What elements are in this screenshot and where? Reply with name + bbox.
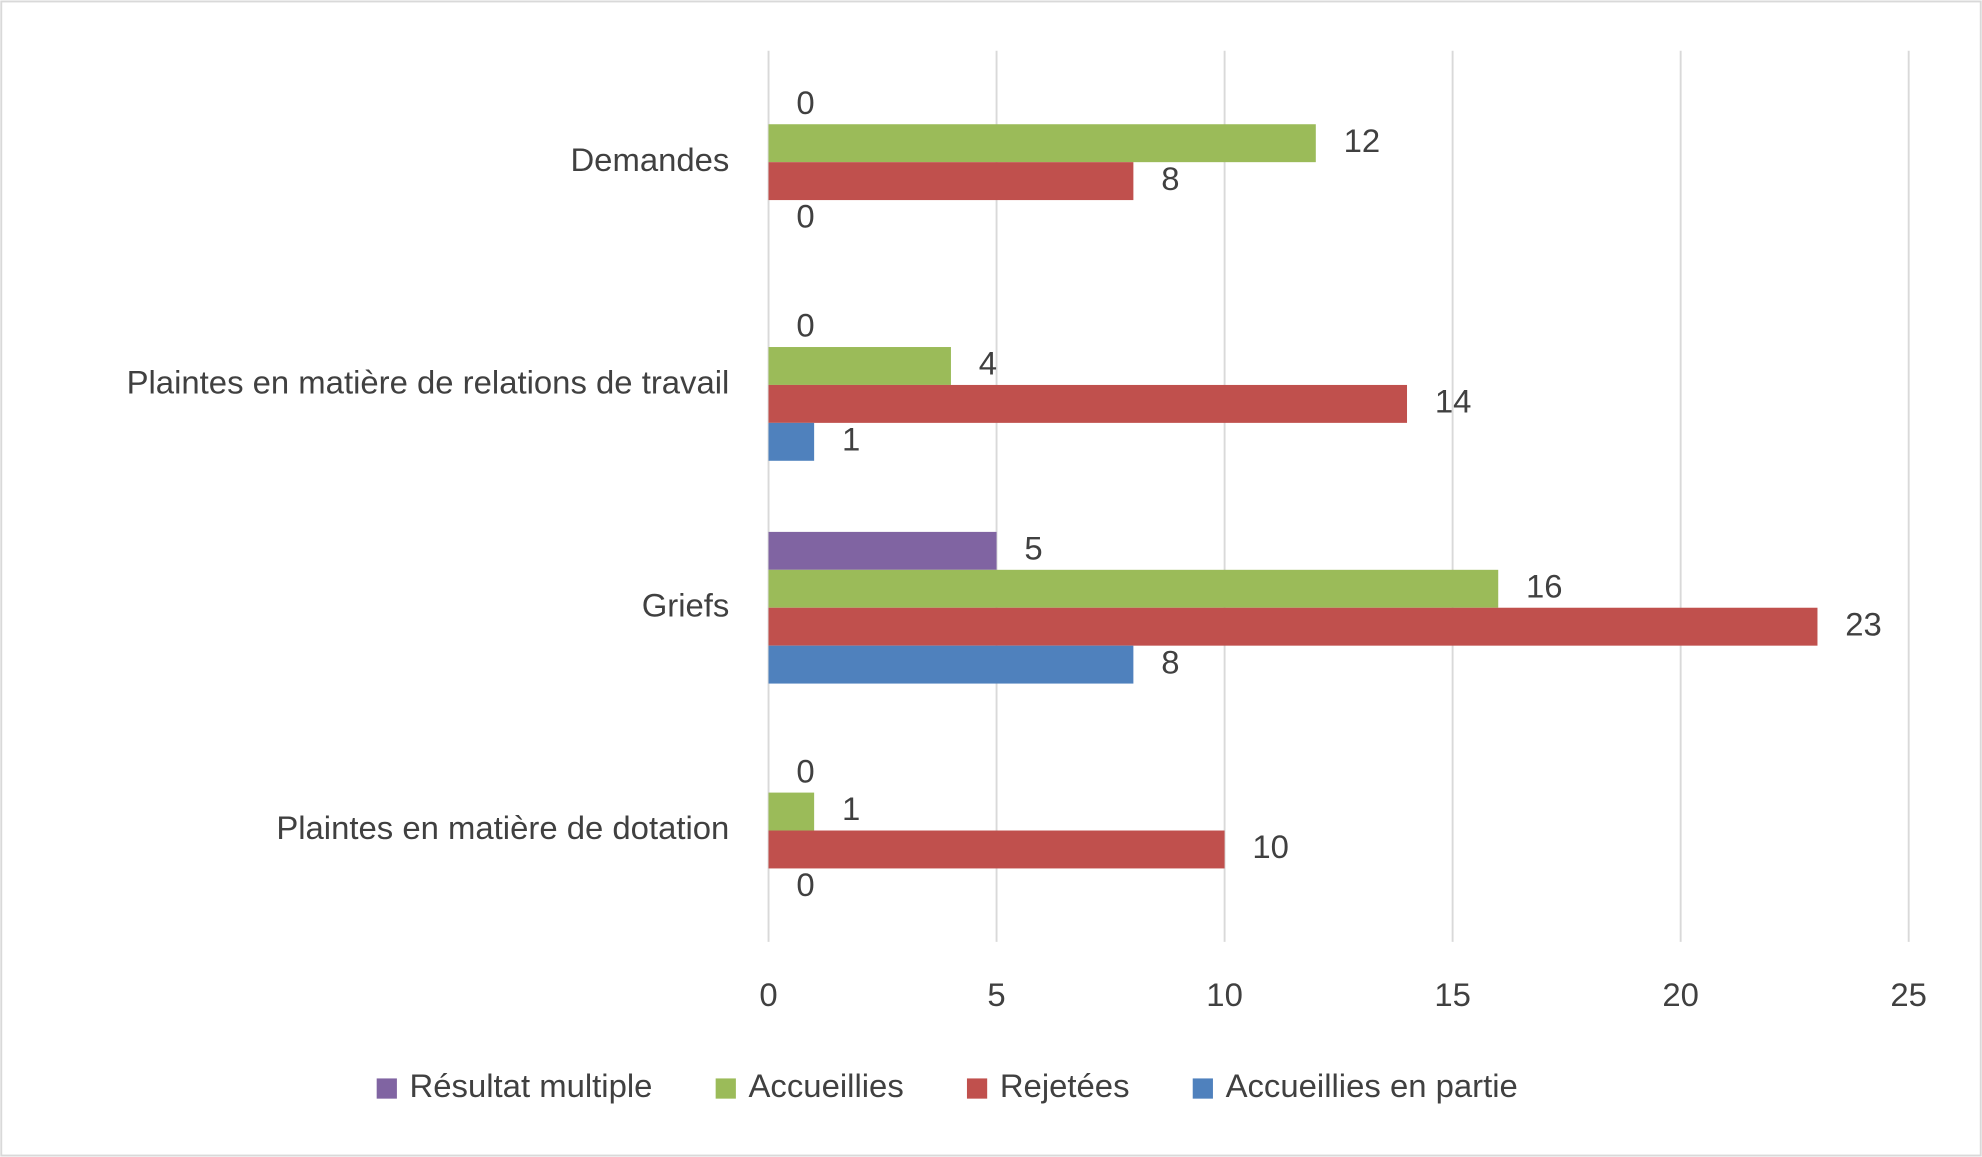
bar — [768, 645, 1134, 684]
value-label: 23 — [1845, 605, 1882, 642]
value-label: 0 — [796, 84, 814, 121]
x-tick-label: 20 — [1662, 976, 1699, 1013]
legend-label: Rejetées — [1000, 1067, 1130, 1104]
y-tick-label: Plaintes en matière de dotation — [276, 809, 729, 846]
value-label: 14 — [1435, 383, 1472, 420]
value-label: 0 — [796, 198, 814, 235]
value-label: 1 — [842, 421, 860, 458]
x-tick-label: 5 — [987, 976, 1005, 1013]
bar — [768, 531, 997, 570]
value-label: 8 — [1161, 160, 1179, 197]
value-label: 0 — [796, 307, 814, 344]
y-tick-label: Plaintes en matière de relations de trav… — [127, 364, 730, 401]
bar — [768, 162, 1134, 201]
x-tick-label: 10 — [1206, 976, 1243, 1013]
legend-swatch — [715, 1078, 736, 1099]
bar — [768, 569, 1499, 608]
legend-swatch — [1192, 1078, 1213, 1099]
value-label: 4 — [979, 345, 997, 382]
legend-swatch — [376, 1078, 397, 1099]
bar — [768, 384, 1408, 423]
value-label: 10 — [1252, 828, 1289, 865]
bar — [768, 792, 815, 831]
value-label: 12 — [1344, 122, 1381, 159]
legend-swatch — [966, 1078, 988, 1099]
legend-label: Résultat multiple — [410, 1067, 653, 1104]
value-label: 16 — [1526, 567, 1563, 604]
bar — [768, 830, 1225, 869]
y-tick-label: Demandes — [570, 141, 729, 178]
x-tick-label: 25 — [1890, 976, 1927, 1013]
bar — [768, 422, 815, 461]
value-label: 8 — [1161, 643, 1179, 680]
bar — [768, 124, 1316, 163]
x-tick-label: 15 — [1434, 976, 1471, 1013]
bar — [768, 347, 951, 385]
value-label: 5 — [1024, 530, 1042, 567]
y-tick-label: Griefs — [642, 586, 730, 623]
value-label: 0 — [796, 752, 814, 789]
value-label: 0 — [796, 866, 814, 903]
x-tick-label: 0 — [759, 976, 777, 1013]
bar — [768, 607, 1818, 646]
value-label: 1 — [842, 790, 860, 827]
legend-label: Accueillies — [749, 1067, 904, 1104]
legend-label: Accueillies en partie — [1226, 1067, 1518, 1104]
